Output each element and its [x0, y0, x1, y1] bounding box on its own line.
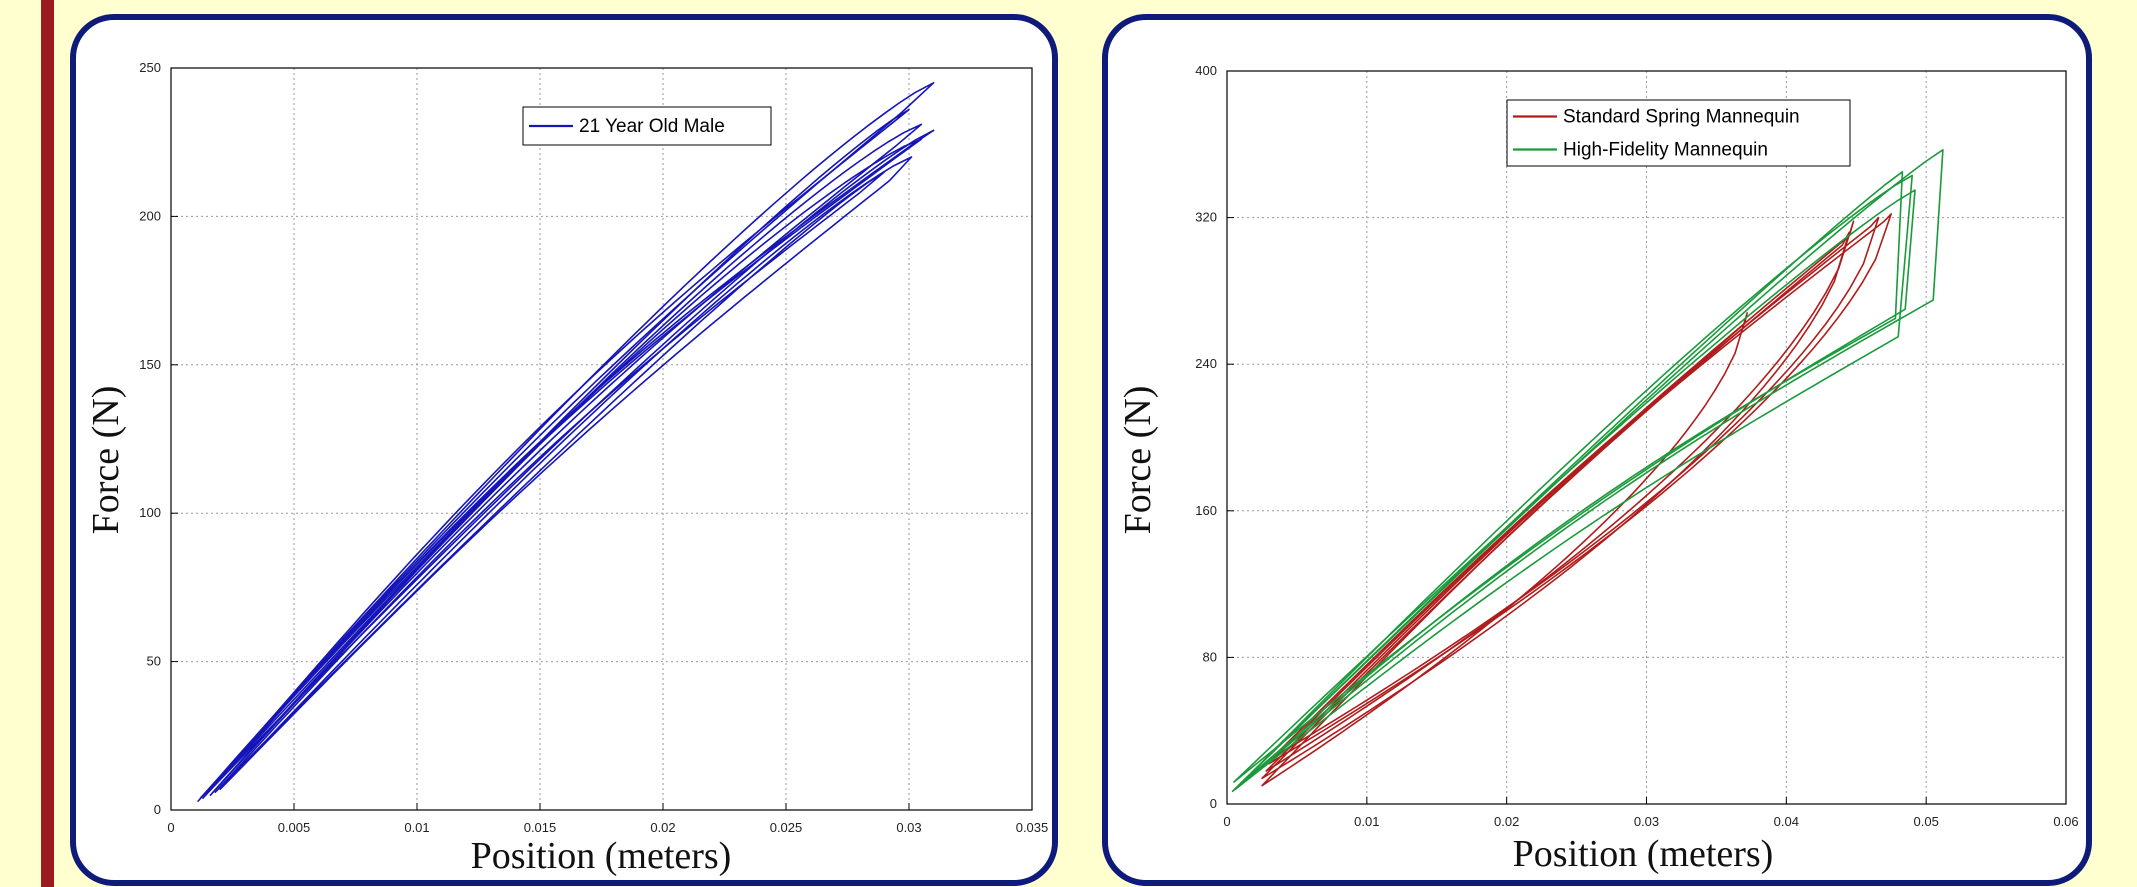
x-tick-label: 0.03 — [1634, 814, 1659, 829]
y-tick-label: 320 — [1195, 210, 1217, 225]
series-0-loop — [202, 108, 910, 799]
x-tick-label: 0.01 — [1354, 814, 1379, 829]
right-chart-panel: 0 0.01 0.02 0.03 0.04 0.05 0.06 0 80 160 240 320 400… — [1102, 14, 2092, 886]
legend-box — [1506, 99, 1851, 167]
y-tick-label: 160 — [1195, 503, 1217, 518]
x-axis-label: Position (meters) — [1513, 833, 1774, 875]
y-tick-label: 400 — [1195, 63, 1217, 78]
series-0-loop — [1270, 216, 1880, 759]
y-axis-label: Force (N) — [1117, 386, 1159, 535]
y-tick-label: 240 — [1195, 356, 1217, 371]
x-tick-label: 0.03 — [896, 820, 921, 835]
x-tick-label: 0.015 — [524, 820, 557, 835]
plot-frame — [170, 67, 1033, 811]
series-0-loop — [197, 82, 935, 802]
x-tick-label: 0.05 — [1914, 814, 1939, 829]
x-tick-label: 0.01 — [404, 820, 429, 835]
legend-label: 21 Year Old Male — [579, 116, 725, 137]
series-0-loop — [204, 129, 935, 796]
series-0-loop — [209, 123, 923, 796]
series-0-loop — [199, 138, 923, 799]
plot-frame — [1226, 70, 2067, 805]
x-tick-label: 0.035 — [1016, 820, 1049, 835]
series-1-loop — [1233, 189, 1916, 783]
y-tick-label: 250 — [139, 60, 161, 75]
y-tick-label: 0 — [154, 802, 161, 817]
x-tick-label: 0 — [167, 820, 174, 835]
y-tick-label: 100 — [139, 505, 161, 520]
y-tick-label: 80 — [1203, 649, 1217, 664]
series-0-loop — [219, 156, 913, 790]
x-tick-label: 0.025 — [770, 820, 803, 835]
series-1-loop — [1231, 149, 1944, 792]
y-axis-label: Force (N) — [85, 386, 127, 535]
x-tick-label: 0.06 — [2053, 814, 2078, 829]
x-tick-label: 0.02 — [1494, 814, 1519, 829]
x-axis-label: Position (meters) — [471, 835, 732, 877]
left-chart-panel: 0 0.005 0.01 0.015 0.02 0.025 0.03 0.035 0 50 100 1… — [70, 14, 1058, 886]
accent-side-bar — [41, 0, 54, 887]
x-tick-label: 0.02 — [650, 820, 675, 835]
right-chart: 0 0.01 0.02 0.03 0.04 0.05 0.06 0 80 160 240 320 400… — [1117, 63, 2079, 875]
y-tick-label: 50 — [147, 654, 161, 669]
legend-label: Standard Spring Mannequin — [1563, 107, 1800, 128]
x-tick-label: 0 — [1223, 814, 1230, 829]
series-0-loop — [1268, 213, 1892, 765]
left-chart: 0 0.005 0.01 0.015 0.02 0.025 0.03 0.035 0 50 100 1… — [85, 60, 1049, 877]
y-tick-label: 150 — [139, 357, 161, 372]
series-1-loop — [1234, 174, 1913, 791]
legend-label: High-Fidelity Mannequin — [1563, 140, 1768, 161]
y-tick-label: 200 — [139, 208, 161, 223]
y-tick-label: 0 — [1210, 796, 1217, 811]
x-tick-label: 0.04 — [1774, 814, 1799, 829]
x-tick-label: 0.005 — [278, 820, 311, 835]
